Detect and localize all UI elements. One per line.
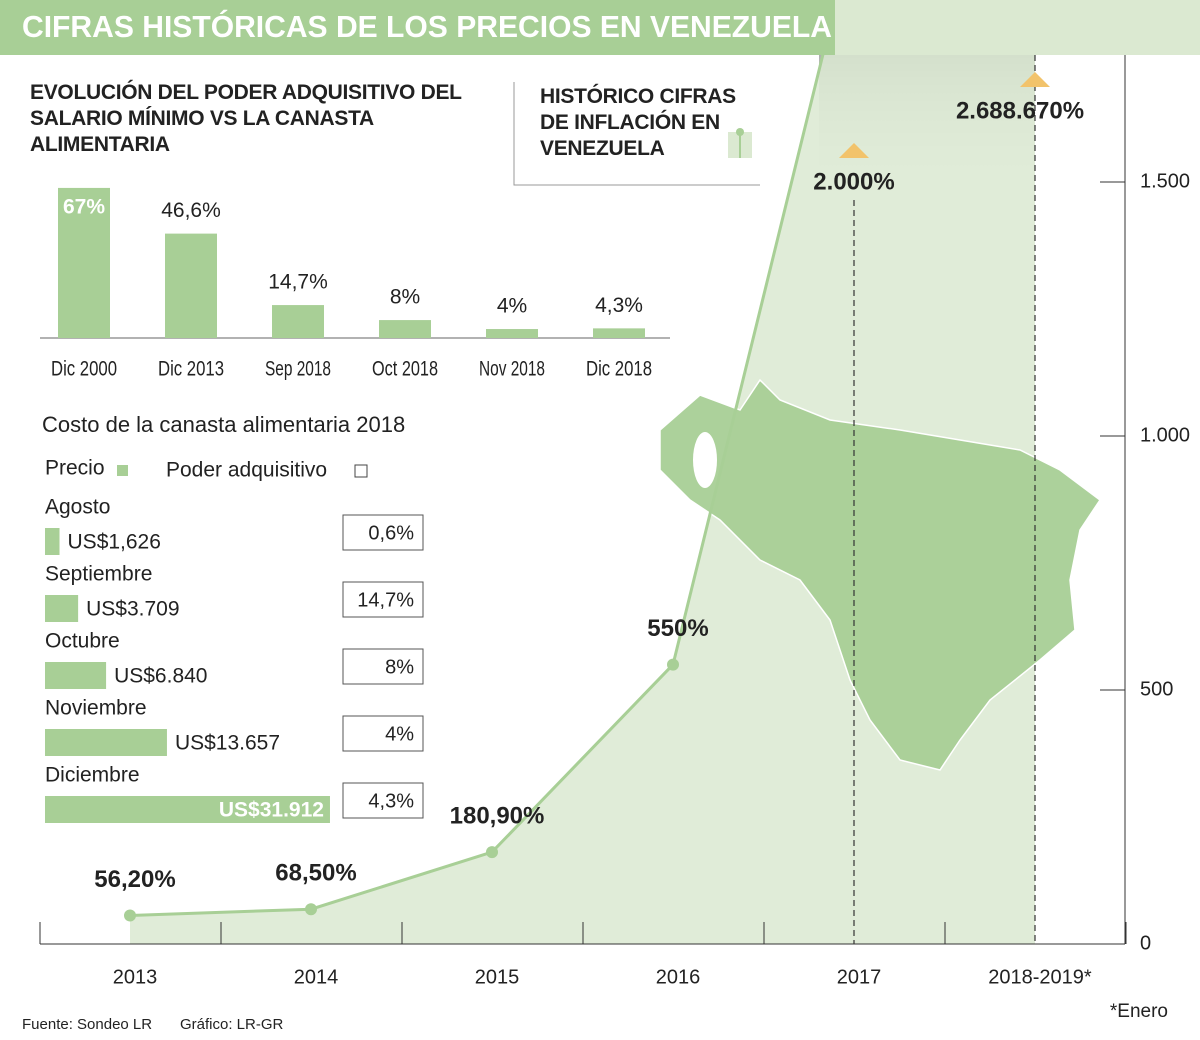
- value-label: 2.688.670%: [956, 97, 1084, 124]
- map: [659, 378, 1102, 771]
- category-label: Diciembre: [45, 764, 140, 787]
- point: [667, 658, 679, 671]
- value-box: [342, 514, 424, 551]
- title-bar: [0, 0, 835, 55]
- value-label: US$3.709: [86, 598, 179, 621]
- foreground-layer: 67% Dic 2000 46,6% Dic 2013 14,7% Sep 2018 8% O…: [39, 55, 1190, 1022]
- chart-title: Costo de la canasta alimentaria 2018: [42, 412, 405, 437]
- category-label: Agosto: [45, 496, 110, 519]
- x-tick-label: 2016: [656, 966, 701, 988]
- y-tick-label: 500: [1140, 678, 1173, 700]
- value-box: [342, 581, 424, 618]
- offscale-arrow: [839, 143, 869, 158]
- category-label: Septiembre: [45, 563, 152, 586]
- point: [124, 909, 136, 922]
- bar: [379, 320, 431, 338]
- bar: [593, 328, 645, 338]
- legend-swatch: [117, 465, 128, 476]
- x-tick-label: Dic 2013: [158, 358, 224, 381]
- x-tick-label: 2014: [294, 966, 339, 988]
- value-label: 180,90%: [450, 802, 545, 829]
- x-tick-label: 2015: [475, 966, 520, 988]
- category-label: Noviembre: [45, 697, 147, 720]
- value-box: [342, 648, 424, 685]
- value-label: 4,3%: [368, 790, 414, 812]
- value-label: US$1,626: [68, 531, 161, 554]
- bar-chart-title: EVOLUCIÓN DEL PODER ADQUISITIVO DEL SALA…: [30, 81, 462, 156]
- bar: [272, 305, 324, 338]
- value-box: [342, 782, 424, 819]
- area: [130, 55, 1035, 944]
- value-label: 68,50%: [275, 860, 356, 887]
- source: Fuente: Sondeo LR: [22, 1016, 152, 1033]
- value-label: US$6.840: [114, 665, 207, 688]
- bar: [165, 233, 217, 338]
- legend-label: Precio: [45, 457, 105, 480]
- x-tick-label: Dic 2018: [586, 358, 652, 381]
- x-tick-label: 2017: [837, 966, 882, 988]
- page-title: CIFRAS HISTÓRICAS DE LOS PRECIOS EN VENE…: [22, 8, 832, 44]
- legend-label: HISTÓRICO CIFRAS DE INFLACIÓN EN VENEZUE…: [540, 85, 736, 160]
- value-label: 0,6%: [368, 522, 414, 544]
- y-tick-label: 1.500: [1140, 170, 1190, 192]
- bar: [58, 187, 110, 338]
- bar: [45, 595, 79, 622]
- x-tick-label: 2013: [113, 966, 158, 988]
- value-box: [342, 715, 424, 752]
- bar: [45, 729, 167, 756]
- x-tick-label: Sep 2018: [265, 358, 331, 381]
- point: [305, 903, 317, 916]
- point: [486, 846, 498, 859]
- value-label: 550%: [647, 615, 708, 642]
- background-layer: [130, 55, 1102, 944]
- value-label: 56,20%: [94, 866, 175, 893]
- y-tick-label: 0: [1140, 932, 1151, 954]
- offscale-arrow: [1020, 72, 1050, 87]
- value-label: 4,3%: [595, 294, 643, 317]
- value-label: 14,7%: [268, 271, 328, 294]
- value-label: 8%: [385, 656, 414, 678]
- value-label: 14,7%: [357, 589, 414, 611]
- legend-label: Poder adquisitivo: [166, 459, 327, 482]
- value-label: 46,6%: [161, 199, 221, 222]
- x-tick-label: Oct 2018: [372, 358, 438, 381]
- bar: [45, 662, 107, 689]
- line: [129, 55, 825, 917]
- title-bar-end: [835, 0, 1200, 55]
- value-label: 4%: [497, 295, 527, 318]
- credit: Gráfico: LR-GR: [180, 1016, 284, 1033]
- value-label: 2.000%: [813, 168, 894, 195]
- legend-swatch: [354, 464, 368, 478]
- map-lake: [693, 432, 717, 488]
- value-label: 4%: [385, 723, 414, 745]
- note: *Enero: [1110, 1001, 1168, 1022]
- value-label: US$13.657: [175, 732, 280, 755]
- bar: [486, 329, 538, 338]
- bar: [45, 796, 330, 823]
- legend-frame: [513, 82, 760, 186]
- bar: [45, 528, 60, 555]
- x-tick-label: Dic 2000: [51, 358, 117, 381]
- category-label: Octubre: [45, 630, 120, 653]
- value-label: 8%: [390, 286, 420, 309]
- legend-dot: [736, 128, 744, 136]
- y-tick-label: 1.000: [1140, 424, 1190, 446]
- x-tick-label: 2018-2019*: [988, 966, 1092, 988]
- value-label: US$31.912: [219, 799, 324, 822]
- x-tick-label: Nov 2018: [479, 358, 545, 381]
- value-label: 67%: [63, 195, 105, 218]
